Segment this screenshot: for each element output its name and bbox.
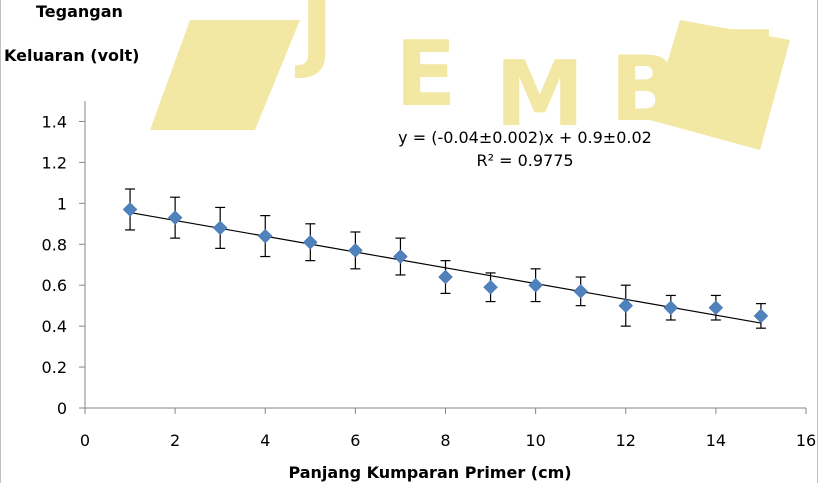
watermark-letter-4: B bbox=[610, 37, 679, 142]
x-tick-label: 4 bbox=[260, 431, 270, 450]
x-tick-label: 2 bbox=[170, 431, 180, 450]
trendline-equation: y = (-0.04±0.002)x + 0.9±0.02 bbox=[398, 128, 652, 147]
x-axis-title: Panjang Kumparan Primer (cm) bbox=[288, 463, 571, 482]
data-point bbox=[257, 228, 273, 244]
axis-tick-labels: 0 2 4 6 8 10 12 14 16 0 0.2 0.4 0.6 0.8 1 1.2 1.4 bbox=[42, 112, 817, 450]
data-points bbox=[122, 202, 769, 324]
watermark-letter-5: E bbox=[715, 12, 776, 117]
data-point bbox=[708, 300, 724, 316]
y-tick-label: 0.2 bbox=[42, 358, 67, 377]
watermark-shape-left bbox=[150, 20, 300, 130]
data-point bbox=[438, 269, 453, 285]
x-tick-label: 6 bbox=[350, 431, 360, 450]
data-point bbox=[212, 220, 228, 236]
watermark-letter-3: M bbox=[495, 42, 585, 147]
data-point bbox=[573, 283, 589, 299]
data-point bbox=[663, 300, 679, 316]
y-tick-label: 0.6 bbox=[42, 276, 67, 295]
y-tick-label: 0.8 bbox=[42, 235, 67, 254]
data-point bbox=[618, 298, 634, 314]
y-tick-label: 1.2 bbox=[42, 153, 67, 172]
y-axis-title-line-2: Keluaran (volt) bbox=[4, 46, 139, 65]
y-tick-label: 0 bbox=[57, 399, 67, 418]
y-axis-title-line-1: Tegangan bbox=[36, 2, 123, 21]
x-tick-label: 16 bbox=[796, 431, 816, 450]
data-point bbox=[302, 234, 318, 250]
data-point bbox=[167, 210, 183, 226]
y-tick-label: 1 bbox=[57, 194, 67, 213]
watermark-shape-right bbox=[650, 20, 790, 150]
data-point bbox=[528, 277, 543, 293]
x-tick-label: 14 bbox=[706, 431, 726, 450]
trendline-r-squared: R² = 0.9775 bbox=[476, 151, 573, 170]
x-tick-label: 0 bbox=[80, 431, 90, 450]
watermark-letter-1: J bbox=[294, 0, 334, 82]
data-point bbox=[348, 243, 363, 258]
x-tick-label: 8 bbox=[440, 431, 450, 450]
axis-ticks bbox=[79, 120, 807, 414]
data-point bbox=[753, 308, 769, 324]
data-point bbox=[122, 202, 138, 217]
x-tick-label: 12 bbox=[616, 431, 636, 450]
data-point bbox=[393, 249, 408, 264]
y-tick-label: 0.4 bbox=[42, 317, 67, 336]
x-tick-label: 10 bbox=[525, 431, 545, 450]
data-point bbox=[483, 279, 498, 295]
y-tick-label: 1.4 bbox=[42, 112, 67, 131]
watermark: J E M B E bbox=[150, 0, 790, 150]
watermark-letter-2: E bbox=[395, 22, 456, 127]
